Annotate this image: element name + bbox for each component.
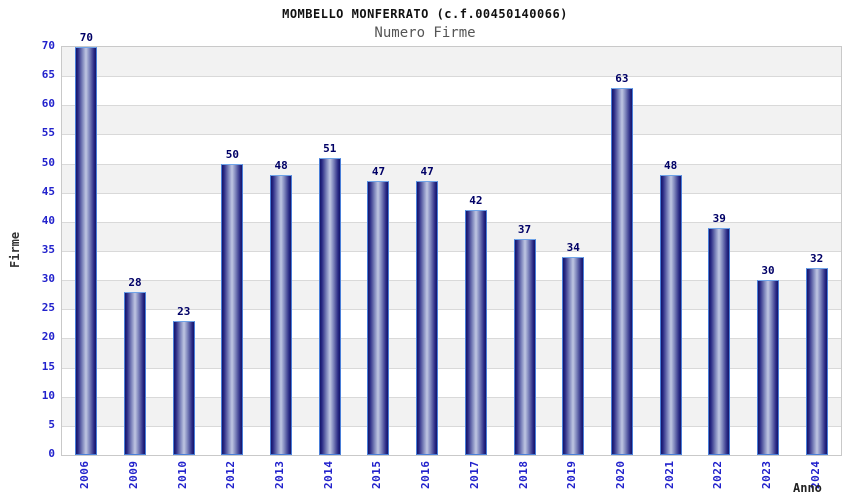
grid-line [62, 280, 841, 282]
x-tick-label: 2021 [662, 461, 676, 490]
y-tick-label: 55 [41, 126, 55, 140]
bar-2015 [367, 181, 390, 455]
grid-line [62, 309, 841, 311]
bar-2019 [562, 257, 585, 455]
x-tick-label: 2006 [78, 461, 92, 490]
y-tick-label: 5 [48, 417, 55, 431]
bar-value-label: 30 [761, 264, 775, 277]
bar-value-label: 23 [177, 305, 191, 318]
bar-value-label: 34 [566, 241, 580, 254]
chart-title: MOMBELLO MONFERRATO (c.f.00450140066) [282, 7, 568, 21]
y-tick-label: 50 [41, 155, 55, 169]
bar-value-label: 39 [712, 212, 726, 225]
grid-line [62, 251, 841, 252]
bar-value-label: 48 [663, 159, 678, 172]
bar-2016 [416, 181, 439, 455]
bar-2006 [75, 47, 98, 455]
bar-2009 [124, 292, 147, 455]
x-tick-label: 2012 [224, 461, 238, 490]
bar-2020 [610, 88, 633, 455]
x-tick-label: 2023 [759, 461, 773, 490]
bar-value-label: 50 [225, 148, 240, 161]
grid-line [62, 163, 841, 165]
bar-value-label: 70 [79, 31, 93, 44]
y-tick-label: 60 [41, 97, 55, 111]
bar-value-label: 47 [420, 165, 434, 178]
bar-value-label: 42 [469, 194, 483, 207]
y-tick-label: 25 [41, 301, 55, 315]
grid-line [62, 134, 841, 136]
grid-line [62, 192, 841, 194]
bar-2013 [270, 175, 293, 455]
bar-value-label: 63 [615, 72, 629, 85]
grid-band [62, 47, 841, 77]
bar-2017 [464, 210, 487, 455]
x-tick-label: 2020 [613, 461, 627, 490]
x-tick-label: 2017 [467, 461, 481, 490]
x-tick-label: 2014 [321, 461, 335, 490]
grid-band [62, 192, 841, 222]
grid-line [62, 396, 841, 398]
bar-value-label: 28 [128, 276, 142, 289]
grid-line [62, 221, 841, 223]
grid-line [62, 425, 841, 427]
grid-band [62, 134, 841, 164]
x-tick-label: 2010 [175, 461, 189, 490]
bar-value-label: 37 [517, 223, 532, 236]
y-tick-label: 10 [41, 388, 55, 402]
y-tick-label: 70 [41, 39, 55, 52]
bar-value-label: 51 [323, 142, 337, 155]
y-tick-label: 35 [41, 243, 55, 256]
bar-2014 [318, 158, 341, 455]
y-tick-label: 30 [41, 272, 55, 286]
grid-line [62, 76, 841, 78]
bar-2018 [513, 239, 536, 455]
bar-value-label: 48 [274, 159, 288, 172]
bar-2022 [708, 228, 731, 455]
x-axis-title: Anno [793, 481, 822, 495]
bar-2010 [172, 321, 195, 455]
y-tick-label: 15 [41, 359, 55, 373]
bar-value-label: 32 [810, 252, 824, 265]
x-tick-label: 2019 [565, 461, 579, 490]
y-tick-label: 20 [41, 330, 55, 344]
bar-2023 [756, 280, 779, 455]
x-tick-label: 2009 [127, 461, 141, 490]
y-tick-label: 65 [41, 68, 55, 82]
plot-area: 70 28 23 50 48 51 47 47 42 37 34 63 48 39 30 32 [61, 31, 842, 456]
grid-line [62, 367, 841, 369]
x-tick-label: 2016 [419, 461, 433, 490]
y-tick-label: 40 [41, 213, 55, 227]
x-tick-label: 2013 [273, 461, 287, 490]
grid-band [62, 163, 841, 193]
bar-2021 [659, 175, 682, 455]
grid-line [62, 105, 841, 107]
chart-subtitle: Numero Firme [374, 25, 476, 41]
bar-2012 [221, 164, 244, 455]
y-tick-label: 45 [41, 184, 55, 198]
x-tick-label: 2015 [370, 461, 384, 490]
bar-value-label: 47 [371, 165, 386, 178]
x-tick-label: 2022 [711, 461, 725, 490]
grid-band [62, 105, 841, 135]
bar-2024 [805, 268, 828, 455]
y-tick-label: 0 [48, 447, 55, 460]
grid-band [62, 76, 841, 106]
x-tick-label: 2018 [516, 461, 530, 490]
grid-line [62, 338, 841, 340]
